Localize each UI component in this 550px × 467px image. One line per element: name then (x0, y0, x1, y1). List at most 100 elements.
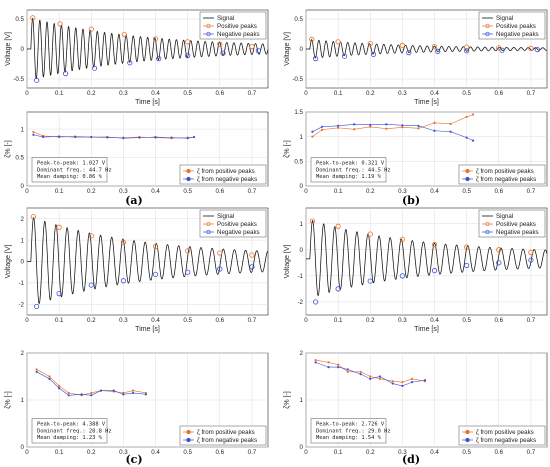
x-tick-label: 0.5 (462, 449, 471, 456)
x-tick-label: 0.5 (183, 188, 192, 195)
x-tick-label: 0.1 (334, 449, 343, 456)
damping-point (465, 136, 468, 139)
peak-marker (185, 39, 191, 45)
legend-marker-swatch (465, 429, 470, 435)
damping-point (369, 125, 372, 128)
damping-point (410, 381, 414, 384)
legend-marker-swatch (206, 229, 211, 235)
legend-marker-swatch (465, 437, 470, 443)
x-tick-label: 0.1 (334, 90, 343, 97)
signal-trace (306, 220, 548, 296)
damping-point (401, 384, 404, 387)
x-tick-label: 0.2 (366, 90, 375, 97)
peak-marker (534, 46, 540, 53)
x-tick-label: 0.6 (494, 90, 503, 97)
x-tick-label: 0.3 (119, 449, 128, 456)
chart-4: 0 0.1 0.2 0.3 0.4 0.5 0.6 0.7 -2 -1 0 1 2 Time [s] Vol… (5, 207, 269, 333)
legend-label: Positive peaks (496, 23, 536, 30)
damping-point (154, 135, 157, 139)
peak-marker (335, 39, 341, 45)
damping-point (35, 370, 38, 373)
x-tick-label: 0 (25, 317, 29, 324)
x-tick-label: 0.5 (183, 449, 192, 456)
damping-point (337, 363, 340, 366)
y-axis-label: ζ% [-] (5, 140, 12, 158)
legend-label: ζ from negative peaks (197, 176, 257, 183)
damping-point (391, 382, 394, 385)
damping-point (320, 125, 324, 128)
annotation-text: Dominant freq.: 29.0 Hz (316, 428, 391, 434)
y-tick-label: 1.5 (294, 109, 303, 116)
legend-label: ζ from positive peaks (197, 429, 255, 436)
annotation-text: Dominant freq.: 44.5 Hz (316, 167, 391, 173)
x-tick-label: 0.5 (183, 317, 192, 324)
x-tick-label: 0.4 (430, 449, 439, 456)
legend-marker-swatch (465, 168, 470, 174)
x-axis-label: Time [s] (414, 326, 439, 333)
signal-trace (27, 17, 269, 80)
annotation-box (31, 418, 108, 444)
damping-point (471, 139, 475, 142)
y-tick-label: 1 (21, 237, 25, 244)
peak-marker (249, 252, 255, 258)
x-tick-label: 0 (304, 90, 308, 97)
x-tick-label: 0.6 (215, 90, 224, 97)
x-tick-label: 0.1 (55, 90, 64, 97)
y-axis-label: ζ% [-] (284, 391, 291, 409)
legend-box (458, 164, 546, 185)
y-tick-label: 1 (300, 221, 304, 228)
legend-marker-swatch (485, 31, 490, 37)
damping-point (74, 135, 77, 139)
peak-marker (121, 31, 127, 38)
x-tick-label: 0.7 (248, 90, 257, 97)
peak-marker (217, 266, 223, 272)
x-tick-label: 0.6 (494, 317, 503, 324)
legend-label: ζ from negative peaks (197, 437, 257, 444)
y-tick-label: 2 (21, 350, 25, 357)
damping-point (353, 123, 356, 126)
y-tick-label: 0 (21, 46, 25, 53)
x-tick-label: 0 (304, 317, 308, 324)
chart-6: 0 0.1 0.2 0.3 0.4 0.5 0.6 0.7 -2 -1 0 1 Time [s] Volt… (284, 207, 548, 333)
series-line (33, 134, 195, 139)
damping-point (314, 358, 317, 362)
x-tick-label: 0.4 (151, 449, 160, 456)
x-tick-label: 0.5 (183, 90, 192, 97)
x-tick-label: 0.4 (430, 317, 439, 324)
legend-marker-swatch (465, 176, 470, 182)
x-tick-label: 0 (304, 449, 308, 456)
y-tick-label: -2 (18, 302, 24, 309)
legend-box (199, 11, 267, 40)
peak-marker (528, 45, 534, 52)
x-tick-label: 0.3 (398, 90, 407, 97)
annotation-text: Peak-to-peak: 1.027 V (37, 161, 106, 167)
chart-5: 0 0.1 0.2 0.3 0.4 0.5 0.6 0.7 0 1 2 ζ% [-] ζ from po… (5, 350, 269, 456)
x-axis-label: Time [s] (135, 99, 160, 106)
damping-point (465, 115, 468, 119)
damping-point (471, 113, 475, 116)
x-tick-label: 0.4 (430, 188, 439, 195)
damping-point (58, 135, 61, 138)
peak-marker (62, 71, 69, 77)
y-tick-label: 0 (21, 259, 25, 266)
y-tick-label: -2 (297, 299, 303, 306)
peak-marker (313, 55, 319, 62)
x-tick-label: 0.4 (151, 90, 160, 97)
damping-point (67, 391, 70, 395)
y-tick-label: 1 (21, 126, 25, 133)
peak-marker (220, 50, 226, 56)
x-tick-label: 0.6 (215, 188, 224, 195)
legend-label: ζ from negative peaks (476, 176, 536, 183)
damping-point (378, 375, 382, 378)
x-tick-label: 0.4 (151, 317, 160, 324)
peak-marker (464, 44, 470, 50)
x-tick-label: 0.3 (119, 188, 128, 195)
annotation-text: Mean damping: 1.19 % (316, 174, 382, 180)
damping-point (410, 377, 414, 380)
peak-marker (313, 299, 319, 305)
peak-marker (152, 243, 159, 250)
legend-label: Signal (496, 15, 513, 22)
damping-point (346, 368, 349, 371)
peak-marker (335, 223, 341, 229)
legend-box (478, 11, 546, 40)
